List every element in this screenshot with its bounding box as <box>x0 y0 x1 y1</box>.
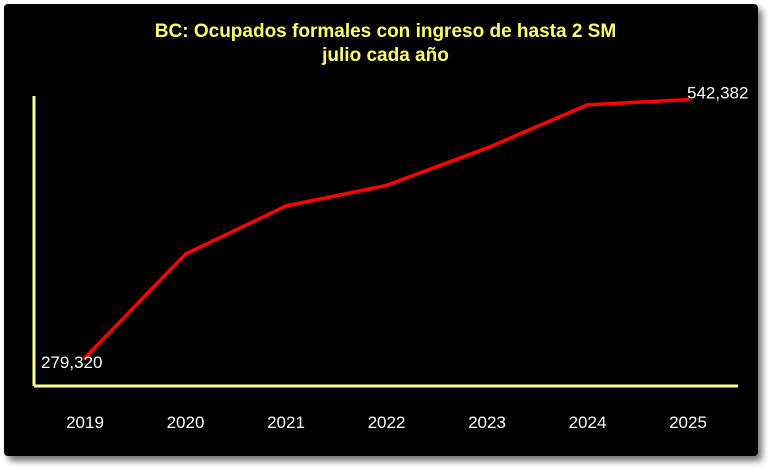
x-tick-label-2024: 2024 <box>569 413 607 432</box>
data-point-2025 <box>686 97 690 102</box>
data-label-2019: 279,320 <box>41 353 102 372</box>
data-point-2024 <box>585 103 590 107</box>
x-tick-label-2021: 2021 <box>267 413 305 432</box>
chart-title-line: BC: Ocupados formales con ingreso de has… <box>154 21 617 42</box>
chart-subtitle: julio cada año <box>322 45 449 66</box>
x-tick-label-2023: 2023 <box>468 413 506 432</box>
data-point-2023 <box>485 146 489 150</box>
data-point-2021 <box>284 204 288 208</box>
data-point-2020 <box>183 252 188 256</box>
x-tick-label-2020: 2020 <box>167 413 205 432</box>
data-label-2025: 542,382 <box>687 84 748 103</box>
data-point-2019 <box>83 356 87 360</box>
chart-frame <box>4 4 758 456</box>
chart-title: BC: Ocupados formales con ingreso de has… <box>0 20 771 68</box>
x-tick-label-2019: 2019 <box>66 413 104 432</box>
chart-axes <box>32 96 738 388</box>
chart-series <box>83 97 690 360</box>
x-tick-labels: 2019 2020 2021 2022 2023 2024 2025 <box>66 413 707 432</box>
x-tick-label-2022: 2022 <box>368 413 406 432</box>
data-labels: 279,320 542,382 <box>41 84 748 372</box>
series-line-0 <box>83 97 690 360</box>
x-tick-label-2025: 2025 <box>669 413 707 432</box>
data-point-2022 <box>384 183 389 188</box>
